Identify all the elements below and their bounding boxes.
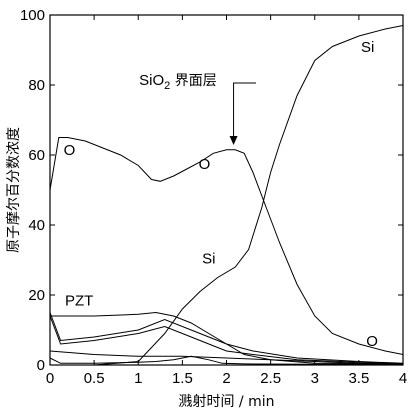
- y-tick-label: 0: [37, 357, 45, 374]
- x-tick-label: 1: [134, 370, 142, 387]
- axes: [49, 14, 404, 366]
- series-line-si: [50, 25, 404, 366]
- annotation-label: O: [366, 333, 378, 350]
- x-tick-label: 4: [399, 370, 407, 387]
- annotations: O O O Si Si PZT SiO2 界面层: [64, 39, 378, 350]
- x-tick-label: 3.5: [348, 370, 369, 387]
- series-line-pzt-3: [49, 315, 404, 365]
- annotation-label: O: [64, 142, 76, 159]
- x-tick-label: 2: [222, 370, 230, 387]
- x-tick-label: 3: [311, 370, 319, 387]
- x-tick-label: 0: [46, 370, 54, 387]
- y-tick-label: 80: [28, 77, 45, 94]
- x-tick-label: 2.5: [260, 370, 281, 387]
- y-tick-label: 100: [20, 7, 45, 24]
- annotation-arrowhead: [229, 136, 238, 145]
- y-axis-label: 原子摩尔百分数浓度: [5, 127, 22, 253]
- x-tick-label: 0.5: [84, 370, 105, 387]
- y-tick-label: 40: [28, 217, 45, 234]
- annotation-label: SiO2 界面层: [139, 72, 217, 92]
- series-line-pzt-5: [49, 355, 404, 366]
- x-axis-label: 溅射时间 / min: [178, 394, 274, 410]
- y-tick-label: 20: [28, 287, 45, 304]
- series-line-pzt-4: [49, 350, 404, 365]
- y-tick-label: 60: [28, 147, 45, 164]
- annotation-label: O: [199, 156, 211, 173]
- series-line-o: [49, 137, 404, 355]
- annotation-label: Si: [361, 39, 374, 56]
- series-line-pzt-1: [50, 311, 404, 365]
- annotation-label: PZT: [65, 293, 93, 310]
- annotation-arrow-line: [233, 82, 256, 142]
- series: [49, 25, 404, 366]
- plot-frame: [49, 14, 404, 366]
- annotation-label: Si: [202, 251, 215, 268]
- series-line-pzt-2: [49, 312, 404, 364]
- x-tick-label: 1.5: [172, 370, 193, 387]
